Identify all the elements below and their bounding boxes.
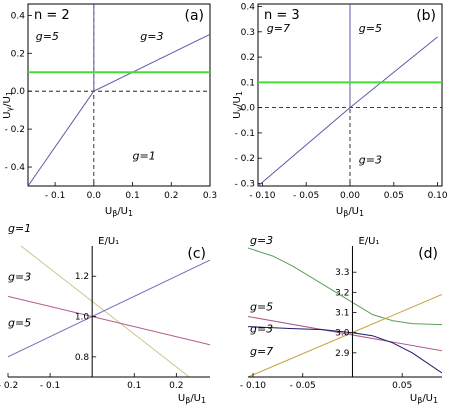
y-tick-label: 0.4 — [241, 3, 256, 13]
x-tick-label: - 0.2 — [0, 381, 18, 391]
n-label: n = 3 — [264, 8, 300, 23]
y-tick-label: 1.2 — [75, 272, 89, 282]
y-tick-label: 0.3 — [241, 28, 255, 38]
region-label: g=3 — [359, 153, 382, 166]
y-tick-label: 3.1 — [335, 309, 349, 319]
plot-frame — [27, 3, 211, 187]
series-line-3 — [248, 293, 442, 377]
x-tick-label: 0.2 — [169, 381, 183, 391]
x-tick-label: - 0.1 — [45, 191, 65, 201]
x-tick-label: 0.1 — [127, 381, 141, 391]
series-label: g=5 — [8, 317, 31, 330]
series-label: g=3 — [8, 270, 31, 283]
series-line-2 — [8, 295, 210, 346]
y-axis-label: Uγ/U1 — [232, 91, 244, 119]
x-tick-label: 0.3 — [203, 191, 217, 201]
series-group — [8, 246, 210, 377]
y-axis-label: E/U₁ — [358, 236, 379, 247]
y-tick-label: - 0.2 — [235, 154, 255, 164]
x-tick-label: - 0.05 — [293, 191, 319, 201]
chart-panel-1: - 0.1 0.0 0.1 0.2 0.3 - 0.4 - 0.2 0.0 0.2 0.4 Uβ/U… — [2, 3, 217, 218]
region-label: g=5 — [359, 22, 382, 35]
region-label: g=1 — [133, 149, 156, 162]
x-tick-label: 0.00 — [340, 191, 360, 201]
y-tick-label: 1.0 — [75, 313, 90, 323]
series-line-1 — [20, 246, 191, 377]
series-label: g=5 — [250, 301, 273, 314]
region-label: g=5 — [36, 30, 59, 43]
y-tick-label: 3.2 — [335, 288, 349, 298]
x-tick-label: 0.05 — [392, 381, 412, 391]
y-tick-label: - 0.4 — [5, 163, 26, 173]
series-line-3 — [8, 259, 210, 358]
series-line-1 — [257, 36, 438, 187]
y-tick-label: 3.0 — [335, 329, 350, 339]
chart-panel-3: - 0.2 - 0.1 0.1 0.2 0.8 1.0 1.2 Uβ/U1 E/U₁ (c) g=1… — [0, 222, 210, 405]
y-tick-label: 0.2 — [241, 53, 255, 63]
series-line-1 — [248, 247, 442, 326]
n-label: n = 2 — [34, 8, 70, 23]
x-tick-label: - 0.10 — [240, 381, 266, 391]
panel-label: (a) — [184, 8, 204, 24]
series-label: g=7 — [250, 345, 273, 358]
chart-panel-2: - 0.10 - 0.05 0.00 0.05 0.10 - 0.3 - 0.2 - 0.1 0… — [232, 3, 448, 218]
region-label: g=7 — [267, 22, 290, 35]
x-tick-label: 0.0 — [87, 191, 102, 201]
series-line-1 — [27, 33, 211, 187]
series-line-4 — [248, 326, 442, 374]
panel-label: (d) — [418, 246, 438, 262]
x-axis-label: Uβ/U1 — [105, 206, 133, 218]
series-group — [248, 247, 442, 377]
y-tick-label: 2.9 — [335, 349, 350, 359]
x-tick-label: 0.10 — [428, 191, 448, 201]
panel-label: (b) — [416, 8, 436, 24]
x-tick-label: - 0.10 — [249, 191, 275, 201]
y-tick-label: - 0.3 — [235, 179, 255, 189]
y-tick-label: 0.0 — [11, 87, 26, 97]
y-axis-label: E/U₁ — [98, 236, 119, 247]
y-axis-label: Uγ/U1 — [2, 91, 14, 119]
x-axis-label: Uβ/U1 — [410, 393, 438, 405]
y-tick-label: 3.3 — [335, 268, 349, 278]
series-label: g=3 — [250, 234, 273, 247]
panel-label: (c) — [187, 246, 206, 262]
y-tick-label: 0.8 — [75, 353, 90, 363]
x-tick-label: 0.05 — [384, 191, 404, 201]
x-tick-label: 0.2 — [164, 191, 178, 201]
y-tick-label: 0.1 — [241, 78, 255, 88]
x-tick-label: - 0.1 — [40, 381, 60, 391]
series-label: g=1 — [8, 222, 31, 235]
series-label: g=3 — [250, 323, 273, 336]
y-tick-label: - 0.1 — [235, 129, 255, 139]
y-tick-label: 0.0 — [241, 104, 256, 114]
region-label: g=3 — [140, 30, 163, 43]
series-line-2 — [248, 316, 442, 352]
y-tick-label: - 0.2 — [5, 125, 25, 135]
chart-panel-4: - 0.10 - 0.05 0.05 2.9 3.0 3.1 3.2 3.3 Uβ/U1 E/U₁… — [240, 234, 442, 405]
x-axis-label: Uβ/U1 — [178, 393, 206, 405]
x-tick-label: 0.1 — [125, 191, 139, 201]
x-axis-label: Uβ/U1 — [336, 206, 364, 218]
x-tick-label: - 0.05 — [290, 381, 316, 391]
y-tick-label: 0.2 — [11, 49, 25, 59]
y-tick-label: 0.4 — [11, 11, 26, 21]
